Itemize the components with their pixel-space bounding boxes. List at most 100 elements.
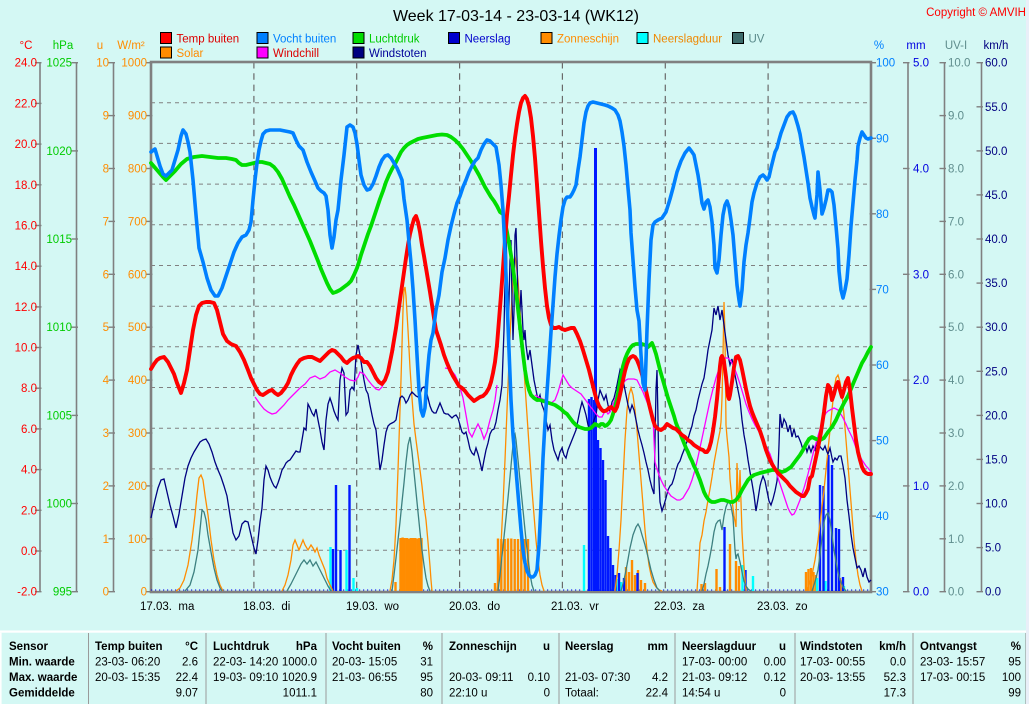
svg-text:1005: 1005 [46, 410, 72, 422]
svg-text:hPa: hPa [296, 641, 318, 653]
svg-text:10.0: 10.0 [985, 499, 1007, 511]
svg-text:0: 0 [141, 587, 147, 599]
svg-text:600: 600 [128, 269, 147, 281]
svg-text:9.07: 9.07 [176, 688, 198, 700]
svg-text:6: 6 [103, 269, 109, 281]
svg-text:500: 500 [128, 322, 147, 334]
svg-text:9: 9 [103, 111, 109, 123]
svg-text:60.0: 60.0 [985, 58, 1007, 70]
svg-text:4: 4 [103, 375, 110, 387]
svg-text:300: 300 [128, 428, 147, 440]
svg-text:km/h: km/h [984, 40, 1009, 52]
svg-text:5.0: 5.0 [948, 322, 964, 334]
svg-text:mm: mm [906, 40, 925, 52]
svg-text:7: 7 [103, 216, 109, 228]
svg-text:10.0: 10.0 [948, 58, 970, 70]
svg-text:50: 50 [876, 436, 889, 448]
svg-text:18.0: 18.0 [15, 180, 37, 192]
svg-text:4.0: 4.0 [21, 465, 37, 477]
svg-text:35.0: 35.0 [985, 278, 1007, 290]
svg-text:100: 100 [128, 534, 147, 546]
svg-text:40: 40 [876, 511, 889, 523]
svg-text:W/m²: W/m² [117, 40, 145, 52]
svg-text:hPa: hPa [53, 40, 74, 52]
svg-text:4.0: 4.0 [948, 375, 964, 387]
svg-text:1010: 1010 [46, 322, 72, 334]
svg-text:45.0: 45.0 [985, 190, 1007, 202]
svg-text:Min. waarde: Min. waarde [9, 657, 75, 669]
svg-text:4.0: 4.0 [913, 164, 929, 176]
svg-text:%: % [874, 40, 884, 52]
svg-text:3.0: 3.0 [913, 269, 929, 281]
svg-text:km/h: km/h [879, 641, 906, 653]
svg-text:30: 30 [876, 587, 889, 599]
svg-text:Sensor: Sensor [9, 641, 49, 653]
svg-text:8.0: 8.0 [948, 164, 964, 176]
svg-text:200: 200 [128, 481, 147, 493]
svg-text:22.03. za: 22.03. za [654, 601, 705, 613]
svg-text:4.2: 4.2 [652, 672, 668, 684]
svg-text:0.0: 0.0 [890, 657, 906, 669]
svg-text:700: 700 [128, 216, 147, 228]
svg-text:Zonneschijn: Zonneschijn [557, 34, 619, 46]
svg-text:Temp buiten: Temp buiten [95, 641, 163, 653]
svg-text:UV: UV [749, 34, 765, 46]
svg-text:30.0: 30.0 [985, 322, 1007, 334]
svg-text:22.0: 22.0 [15, 98, 37, 110]
svg-text:17-03- 00:00: 17-03- 00:00 [682, 657, 747, 669]
svg-text:Solar: Solar [177, 48, 204, 60]
svg-text:100: 100 [1002, 672, 1021, 684]
svg-text:20-03- 13:55: 20-03- 13:55 [800, 672, 865, 684]
svg-text:21.03. vr: 21.03. vr [551, 601, 599, 613]
svg-text:1: 1 [103, 534, 109, 546]
svg-text:19-03- 09:10: 19-03- 09:10 [213, 672, 278, 684]
svg-text:2: 2 [103, 481, 109, 493]
svg-text:50.0: 50.0 [985, 146, 1007, 158]
svg-text:Gemiddelde: Gemiddelde [9, 688, 75, 700]
svg-text:%: % [1011, 641, 1021, 653]
svg-text:-2.0: -2.0 [17, 587, 37, 599]
svg-text:23-03- 06:20: 23-03- 06:20 [95, 657, 160, 669]
svg-text:17-03- 00:15: 17-03- 00:15 [920, 672, 985, 684]
svg-text:20-03- 15:35: 20-03- 15:35 [95, 672, 160, 684]
svg-text:12.0: 12.0 [15, 302, 37, 314]
svg-text:Windstoten: Windstoten [800, 641, 863, 653]
svg-text:3: 3 [103, 428, 109, 440]
svg-text:14:54 u: 14:54 u [682, 688, 720, 700]
svg-text:Ontvangst: Ontvangst [920, 641, 977, 653]
svg-text:6.0: 6.0 [21, 424, 37, 436]
svg-text:19.03. wo: 19.03. wo [346, 601, 399, 613]
svg-text:40.0: 40.0 [985, 234, 1007, 246]
svg-text:0: 0 [780, 688, 786, 700]
svg-text:Temp buiten: Temp buiten [177, 34, 240, 46]
svg-text:900: 900 [128, 111, 147, 123]
svg-text:Windchill: Windchill [273, 48, 319, 60]
svg-text:Neerslag: Neerslag [565, 641, 614, 653]
svg-text:6.0: 6.0 [948, 269, 964, 281]
svg-text:u: u [543, 641, 550, 653]
svg-text:Copyright © AMVIH: Copyright © AMVIH [926, 7, 1026, 19]
svg-text:1020.9: 1020.9 [282, 672, 317, 684]
svg-text:15.0: 15.0 [985, 454, 1007, 466]
svg-text:2.6: 2.6 [182, 657, 198, 669]
svg-text:1000: 1000 [121, 58, 147, 70]
svg-text:21-03- 09:12: 21-03- 09:12 [682, 672, 747, 684]
svg-text:2.0: 2.0 [21, 505, 37, 517]
svg-text:8.0: 8.0 [21, 383, 37, 395]
svg-text:60: 60 [876, 360, 889, 372]
svg-text:400: 400 [128, 375, 147, 387]
svg-text:u: u [97, 40, 103, 52]
svg-text:°C: °C [185, 641, 198, 653]
svg-text:0.0: 0.0 [948, 587, 964, 599]
svg-text:31: 31 [420, 657, 433, 669]
svg-text:1.0: 1.0 [948, 534, 964, 546]
svg-text:5.0: 5.0 [913, 58, 929, 70]
svg-text:Week 17-03-14 - 23-03-14 (WK12: Week 17-03-14 - 23-03-14 (WK12) [393, 8, 639, 25]
svg-text:0: 0 [103, 587, 109, 599]
svg-text:0.0: 0.0 [985, 587, 1001, 599]
svg-text:Luchtdruk: Luchtdruk [369, 34, 420, 46]
svg-text:1015: 1015 [46, 234, 72, 246]
svg-text:10.0: 10.0 [15, 343, 37, 355]
svg-text:90: 90 [876, 133, 889, 145]
svg-text:17.3: 17.3 [884, 688, 906, 700]
